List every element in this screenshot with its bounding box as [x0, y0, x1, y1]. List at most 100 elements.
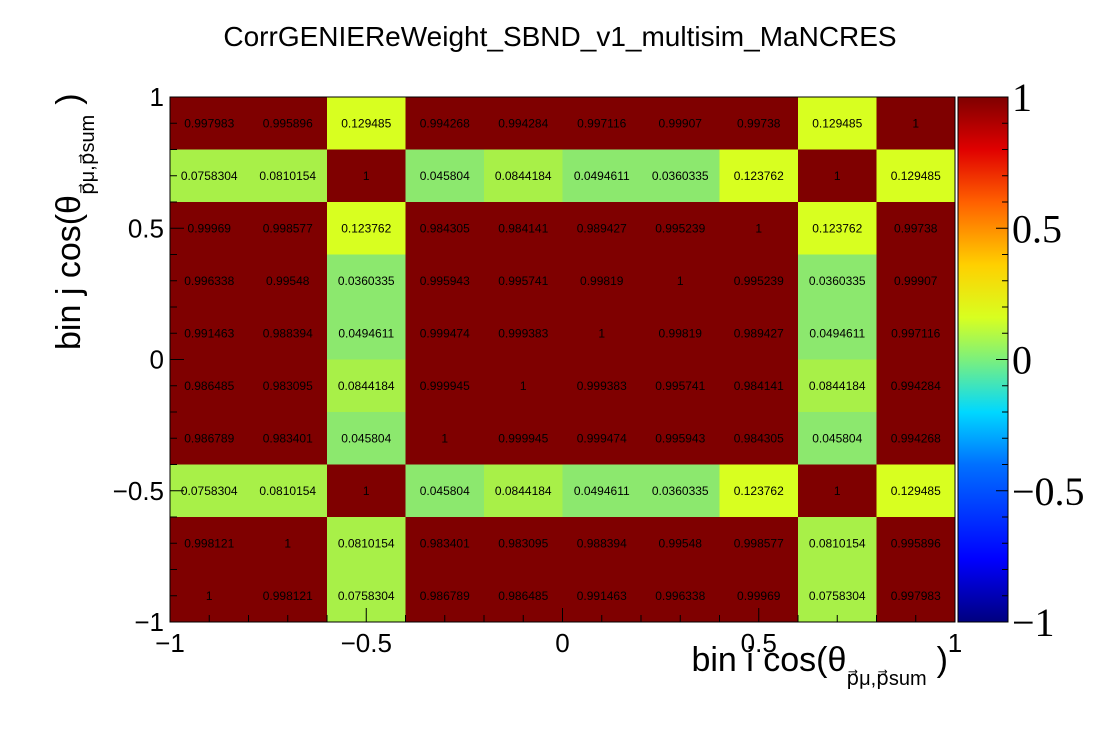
cell-value-label: 0.997983 — [184, 116, 234, 130]
cell-value-label: 0.995239 — [655, 221, 705, 235]
heatmap-cell — [170, 412, 249, 465]
heatmap-cell — [562, 412, 642, 465]
cell-value-label: 0.998577 — [263, 221, 313, 235]
heatmap-cell — [562, 254, 642, 308]
color-scale-axis: −1 −0.5 0 0.5 1 — [996, 75, 1085, 645]
heatmap-cell — [248, 412, 328, 465]
heatmap-cell — [719, 254, 799, 308]
cell-value-label: 0.991463 — [577, 589, 627, 603]
heatmap-cell — [798, 254, 877, 308]
cell-value-label: 0.129485 — [812, 116, 862, 130]
heatmap-cell — [170, 307, 249, 360]
cell-value-label: 0.994284 — [891, 379, 941, 393]
cell-value-label: 1 — [520, 379, 527, 393]
cell-value-label: 0.995943 — [655, 431, 705, 445]
cell-value-label: 0.99819 — [580, 274, 624, 288]
cell-value-label: 0.994268 — [891, 431, 941, 445]
cell-value-label: 0.99969 — [737, 589, 781, 603]
z-tick-label: 0.5 — [1012, 206, 1062, 251]
heatmap-cell — [876, 517, 956, 570]
cell-value-label: 0.998121 — [263, 589, 313, 603]
z-tick-label: 0 — [1012, 338, 1032, 383]
heatmap-cell — [641, 307, 720, 360]
heatmap-cell — [405, 359, 485, 413]
heatmap-cell — [876, 359, 956, 413]
cell-value-label: 0.989427 — [577, 221, 627, 235]
heatmap-cell — [798, 569, 877, 623]
cell-value-label: 0.999474 — [577, 431, 627, 445]
cell-value-label: 0.0810154 — [259, 484, 316, 498]
cell-value-label: 0.999383 — [498, 326, 548, 340]
cell-value-label: 0.984141 — [734, 379, 784, 393]
cell-value-label: 0.123762 — [734, 169, 784, 183]
heatmap-cell — [876, 569, 956, 623]
y-tick-label: −0.5 — [113, 476, 164, 506]
heatmap-cell — [248, 254, 328, 308]
cell-value-label: 0.984305 — [734, 431, 784, 445]
cell-value-label: 0.986789 — [184, 431, 234, 445]
heatmap-cell — [719, 412, 799, 465]
cell-value-label: 0.995943 — [420, 274, 470, 288]
heatmap-cell — [248, 359, 328, 413]
heatmap-cell — [798, 149, 877, 203]
heatmap-cell — [641, 359, 720, 413]
cell-value-label: 0.129485 — [341, 116, 391, 130]
z-tick-label: −0.5 — [1012, 469, 1085, 514]
cell-value-label: 0.0844184 — [809, 379, 866, 393]
heatmap-cell — [798, 412, 877, 465]
heatmap-cell — [798, 307, 877, 360]
heatmap-cell — [405, 149, 485, 203]
cell-value-label: 0.123762 — [341, 221, 391, 235]
heatmap-cell — [405, 569, 485, 623]
cell-value-label: 0.995741 — [498, 274, 548, 288]
heatmap-cell — [248, 569, 328, 623]
cell-value-label: 1 — [598, 326, 605, 340]
heatmap-cell — [170, 517, 249, 570]
heatmap-cell — [170, 359, 249, 413]
cell-value-label: 0.994268 — [420, 116, 470, 130]
heatmap-cell — [327, 412, 406, 465]
x-tick-label: 1 — [948, 628, 962, 658]
cell-value-label: 0.995896 — [263, 116, 313, 130]
heatmap-cell — [484, 412, 563, 465]
heatmap-cell — [562, 307, 642, 360]
cell-value-label: 0.994284 — [498, 116, 548, 130]
heatmap-cell — [484, 254, 563, 308]
heatmap-cell — [327, 97, 406, 150]
heatmap-cell — [405, 412, 485, 465]
heatmap-cell-labels: 0.997983 0.995896 0.129485 0.994268 0.994284… — [181, 116, 941, 603]
cell-value-label: 1 — [755, 221, 762, 235]
heatmap-cell — [562, 569, 642, 623]
heatmap-cell — [327, 202, 406, 255]
heatmap-cell — [405, 464, 485, 518]
cell-value-label: 0.129485 — [891, 169, 941, 183]
heatmap-cell — [719, 307, 799, 360]
cell-value-label: 0.0494611 — [338, 326, 394, 340]
heatmap-cell — [562, 359, 642, 413]
cell-value-label: 0.0758304 — [809, 589, 866, 603]
y-axis: −1 −0.5 0 0.5 1 — [113, 82, 184, 637]
cell-value-label: 0.0494611 — [574, 169, 630, 183]
cell-value-label: 0.045804 — [420, 484, 470, 498]
heatmap-cell — [327, 517, 406, 570]
heatmap-cell — [170, 569, 249, 623]
heatmap-cell — [327, 149, 406, 203]
chart-title: CorrGENIEReWeight_SBND_v1_multisim_MaNCR… — [223, 21, 896, 52]
cell-value-label: 0.988394 — [263, 326, 313, 340]
heatmap-cell — [248, 149, 328, 203]
cell-value-label: 1 — [363, 169, 370, 183]
cell-value-label: 0.995741 — [655, 379, 705, 393]
heatmap-cell — [719, 359, 799, 413]
cell-value-label: 0.997116 — [577, 116, 626, 130]
cell-value-label: 0.99907 — [659, 116, 703, 130]
cell-value-label: 0.986789 — [420, 589, 470, 603]
cell-value-label: 1 — [912, 116, 919, 130]
heatmap-cell — [876, 307, 956, 360]
heatmap-cell — [641, 412, 720, 465]
cell-value-label: 0.0844184 — [495, 484, 552, 498]
heatmap-cell — [405, 97, 485, 150]
heatmap-cell — [562, 202, 642, 255]
heatmap-cell — [719, 517, 799, 570]
z-tick-label: 1 — [1012, 75, 1032, 120]
cell-value-label: 0.123762 — [812, 221, 862, 235]
